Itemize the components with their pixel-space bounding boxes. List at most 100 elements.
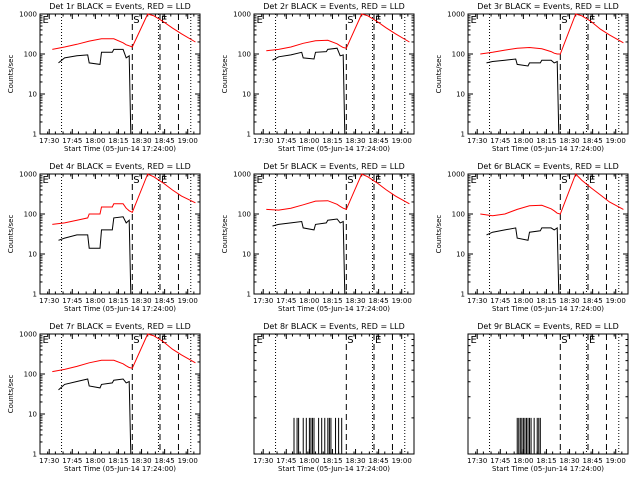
events-series-line xyxy=(272,218,347,295)
y-tick-label: 1000 xyxy=(19,171,37,179)
marker-label: E xyxy=(589,175,595,186)
x-tick-label: 17:45 xyxy=(62,137,82,145)
lld-series-line xyxy=(52,333,196,373)
x-tick-label: 18:15 xyxy=(322,137,342,145)
x-axis-label: Start Time (05-Jun-14 17:24:00) xyxy=(278,145,390,153)
marker-label: E xyxy=(589,15,595,26)
panel-title: Det 2r BLACK = Events, RED = LLD xyxy=(263,2,405,11)
x-tick-label: 19:00 xyxy=(178,297,198,305)
x-tick-label: 18:15 xyxy=(536,297,556,305)
marker-label: E xyxy=(471,335,477,346)
x-tick-label: 18:45 xyxy=(583,457,603,465)
plot-frame xyxy=(253,13,415,135)
x-tick-label: 18:15 xyxy=(108,137,128,145)
x-tick-label: 18:45 xyxy=(155,297,175,305)
y-axis-label: Counts/sec xyxy=(7,55,15,94)
panel-7: Det 7r BLACK = Events, RED = LLD 1 10 100 10… xyxy=(7,322,201,473)
panel-title: Det 4r BLACK = Events, RED = LLD xyxy=(49,162,191,171)
y-tick-label: 1 xyxy=(33,291,37,299)
y-tick-label: 10 xyxy=(242,251,251,259)
x-tick-label: 18:45 xyxy=(369,457,389,465)
y-axis-label: Counts/sec xyxy=(435,55,443,94)
y-axis-label: Counts/sec xyxy=(221,215,229,254)
y-tick-label: 1 xyxy=(33,131,37,139)
y-tick-label: 10 xyxy=(28,251,37,259)
marker-label: E xyxy=(43,175,49,186)
x-tick-label: 17:30 xyxy=(467,457,487,465)
x-tick-label: 18:45 xyxy=(369,297,389,305)
panel-title: Det 9r BLACK = Events, RED = LLD xyxy=(477,322,619,331)
lld-series-line xyxy=(266,13,410,52)
x-tick-label: 19:00 xyxy=(392,457,412,465)
y-tick-label: 1000 xyxy=(447,171,465,179)
x-tick-label: 18:00 xyxy=(513,457,533,465)
marker-label: S xyxy=(347,15,353,26)
y-tick-label: 100 xyxy=(24,211,37,219)
marker-label: E xyxy=(375,175,381,186)
y-tick-label: 1 xyxy=(33,451,37,459)
x-tick-label: 19:00 xyxy=(178,137,198,145)
panel-title: Det 6r BLACK = Events, RED = LLD xyxy=(477,162,619,171)
x-tick-label: 18:15 xyxy=(536,137,556,145)
x-tick-label: 17:45 xyxy=(490,137,510,145)
marker-label: S xyxy=(133,335,139,346)
panel-9: Det 9r BLACK = Events, RED = LLD 17:30 17:… xyxy=(467,322,629,473)
x-tick-label: 18:30 xyxy=(131,457,151,465)
x-tick-label: 17:45 xyxy=(276,137,296,145)
y-axis-label: Counts/sec xyxy=(7,375,15,414)
plot-frame xyxy=(39,173,201,295)
plot-frame xyxy=(467,13,629,135)
x-tick-label: 18:00 xyxy=(85,137,105,145)
panel-title: Det 7r BLACK = Events, RED = LLD xyxy=(49,322,191,331)
x-tick-label: 18:15 xyxy=(536,457,556,465)
events-series-line xyxy=(58,378,133,455)
marker-label: E xyxy=(375,15,381,26)
plot-frame xyxy=(467,333,629,455)
marker-label: E xyxy=(257,335,263,346)
x-tick-label: 19:00 xyxy=(392,297,412,305)
y-tick-label: 1000 xyxy=(447,11,465,19)
x-tick-label: 17:30 xyxy=(467,297,487,305)
x-tick-label: 17:45 xyxy=(62,297,82,305)
x-tick-label: 18:00 xyxy=(85,457,105,465)
panel-title: Det 1r BLACK = Events, RED = LLD xyxy=(49,2,191,11)
panel-8: Det 8r BLACK = Events, RED = LLD 17:30 17:… xyxy=(253,322,415,473)
marker-label: E xyxy=(43,15,49,26)
y-tick-label: 1 xyxy=(461,291,465,299)
lld-series-line xyxy=(52,13,196,50)
panel-title: Det 8r BLACK = Events, RED = LLD xyxy=(263,322,405,331)
x-tick-label: 18:00 xyxy=(299,137,319,145)
lld-series-line xyxy=(480,173,624,217)
x-tick-label: 18:15 xyxy=(108,457,128,465)
x-tick-label: 18:00 xyxy=(85,297,105,305)
marker-label: E xyxy=(161,175,167,186)
y-axis-label: Counts/sec xyxy=(7,215,15,254)
y-tick-label: 10 xyxy=(456,251,465,259)
x-tick-label: 18:00 xyxy=(513,137,533,145)
x-axis-label: Start Time (05-Jun-14 17:24:00) xyxy=(492,145,604,153)
marker-label: S xyxy=(347,335,353,346)
marker-label: E xyxy=(43,335,49,346)
x-tick-label: 19:00 xyxy=(606,457,626,465)
x-tick-label: 18:45 xyxy=(155,137,175,145)
x-axis-label: Start Time (05-Jun-14 17:24:00) xyxy=(492,465,604,473)
y-tick-label: 1000 xyxy=(19,11,37,19)
y-tick-label: 10 xyxy=(456,91,465,99)
marker-label: E xyxy=(471,15,477,26)
x-tick-label: 17:30 xyxy=(253,297,273,305)
y-tick-label: 100 xyxy=(24,51,37,59)
x-tick-label: 18:15 xyxy=(322,457,342,465)
y-tick-label: 1000 xyxy=(233,171,251,179)
marker-label: E xyxy=(471,175,477,186)
marker-label: S xyxy=(347,175,353,186)
panel-1: Det 1r BLACK = Events, RED = LLD 1 10 100 10… xyxy=(7,2,201,153)
lld-series-line xyxy=(266,173,410,211)
y-tick-label: 100 xyxy=(452,211,465,219)
x-tick-label: 17:45 xyxy=(490,297,510,305)
x-tick-label: 18:30 xyxy=(131,297,151,305)
x-tick-label: 18:00 xyxy=(299,457,319,465)
lld-series-line xyxy=(52,173,196,225)
y-tick-label: 100 xyxy=(24,371,37,379)
plot-frame xyxy=(253,173,415,295)
lld-series-line xyxy=(480,13,624,55)
